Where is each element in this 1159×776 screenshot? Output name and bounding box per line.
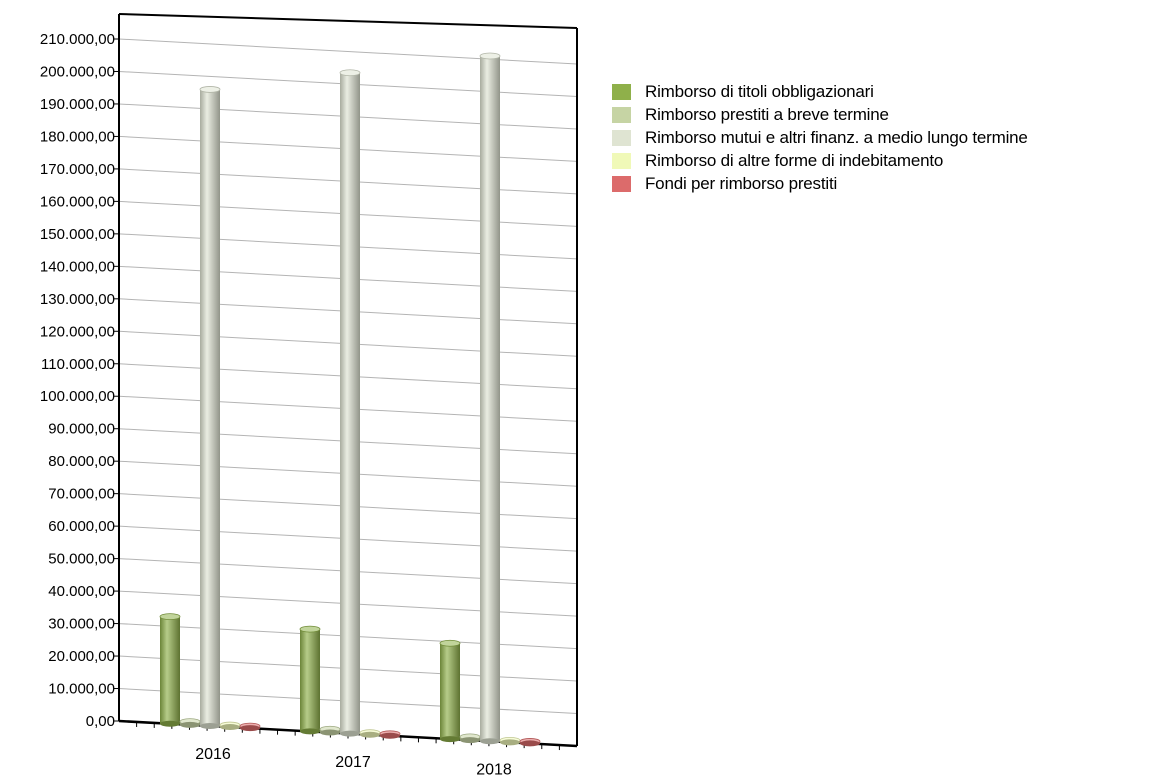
bar-2017-series-1-base	[300, 728, 320, 735]
y-tick-label: 30.000,00	[48, 616, 115, 633]
y-tick-label: 0,00	[86, 713, 115, 730]
legend-swatch	[612, 83, 631, 100]
bar-2016-series-3-top	[199, 86, 221, 93]
bar-2016-series-4-base	[220, 724, 240, 731]
y-tick-label: 40.000,00	[48, 583, 115, 600]
legend-item: Fondi per rimborso prestiti	[612, 172, 1028, 195]
bar-2017-series-3-base	[340, 730, 360, 737]
x-category-label: 2018	[476, 761, 512, 776]
y-tick-label: 190.000,00	[40, 96, 115, 113]
legend: Rimborso di titoli obbligazionari Rimbors…	[612, 80, 1028, 195]
y-tick-label: 20.000,00	[48, 648, 115, 665]
y-tick-label: 180.000,00	[40, 128, 115, 145]
y-tick-label: 50.000,00	[48, 551, 115, 568]
legend-label: Rimborso prestiti a breve termine	[645, 104, 889, 124]
legend-swatch	[612, 175, 631, 192]
grid-line	[118, 38, 578, 65]
legend-item: Rimborso di altre forme di indebitamento	[612, 149, 1028, 172]
bar-2016-series-3	[200, 89, 220, 726]
y-tick-label: 110.000,00	[41, 356, 115, 373]
bar-2018-series-1	[440, 643, 460, 740]
x-category-label: 2016	[195, 746, 231, 763]
y-tick-label: 90.000,00	[48, 421, 115, 438]
bar-2018-series-4-base	[500, 739, 520, 746]
y-tick-label: 120.000,00	[40, 323, 115, 340]
bar-2017-series-5-base	[380, 732, 400, 739]
legend-label: Rimborso mutui e altri finanz. a medio l…	[645, 127, 1028, 147]
y-tick-label: 10.000,00	[48, 681, 115, 698]
y-tick-label: 130.000,00	[40, 291, 115, 308]
y-tick-label: 150.000,00	[40, 226, 115, 243]
bar-2018-series-3-base	[480, 738, 500, 745]
y-tick-label: 70.000,00	[48, 486, 115, 503]
bar-2018-series-5-base	[520, 740, 540, 747]
legend-label: Rimborso di titoli obbligazionari	[645, 81, 874, 101]
legend-swatch	[612, 152, 631, 169]
y-tick-label: 60.000,00	[48, 518, 115, 535]
legend-item: Rimborso mutui e altri finanz. a medio l…	[612, 126, 1028, 149]
y-axis-tick-labels: 0,00 10.000,00 20.000,00 30.000,00 40.000,00…	[40, 31, 115, 730]
legend-item: Rimborso di titoli obbligazionari	[612, 80, 1028, 103]
bar-2017-series-4-base	[360, 731, 380, 738]
y-tick-label: 200.000,00	[40, 63, 115, 80]
bar-2016-series-1-base	[160, 720, 180, 727]
bar-2016-series-2-base	[180, 721, 200, 728]
bar-2018-series-1-base	[440, 736, 460, 743]
legend-label: Fondi per rimborso prestiti	[645, 173, 838, 193]
bar-2017-series-1	[300, 629, 320, 732]
y-tick-label: 160.000,00	[40, 193, 115, 210]
legend-label: Rimborso di altre forme di indebitamento	[645, 150, 944, 170]
bar-2016-series-1	[160, 616, 180, 724]
bar-2018-series-2-base	[460, 737, 480, 744]
plot-top-edge	[118, 13, 578, 29]
legend-item: Rimborso prestiti a breve termine	[612, 103, 1028, 126]
bar-2018-series-3-top	[479, 52, 501, 60]
y-tick-label: 80.000,00	[48, 453, 115, 470]
bar-2016-series-5-base	[240, 725, 260, 732]
bars	[159, 52, 541, 747]
bar-2017-series-3-top	[339, 69, 361, 77]
bar-2017-series-1-top	[299, 625, 321, 633]
legend-swatch	[612, 129, 631, 146]
legend-swatch	[612, 106, 631, 123]
bar-2018-series-3	[480, 56, 500, 742]
bar-2017-series-3	[340, 72, 360, 734]
y-tick-label: 170.000,00	[40, 161, 115, 178]
bar-2017-series-2-base	[320, 729, 340, 736]
y-tick-label: 140.000,00	[40, 258, 115, 275]
bar-2016-series-3-base	[200, 722, 220, 729]
y-tick-label: 210.000,00	[40, 31, 115, 48]
bar-2018-series-1-top	[439, 639, 461, 647]
x-axis-category-labels: 2016 2017 2018	[195, 746, 512, 776]
y-tick-label: 100.000,00	[40, 388, 115, 405]
bar-2016-series-1-top	[159, 613, 181, 621]
x-category-label: 2017	[335, 754, 371, 771]
